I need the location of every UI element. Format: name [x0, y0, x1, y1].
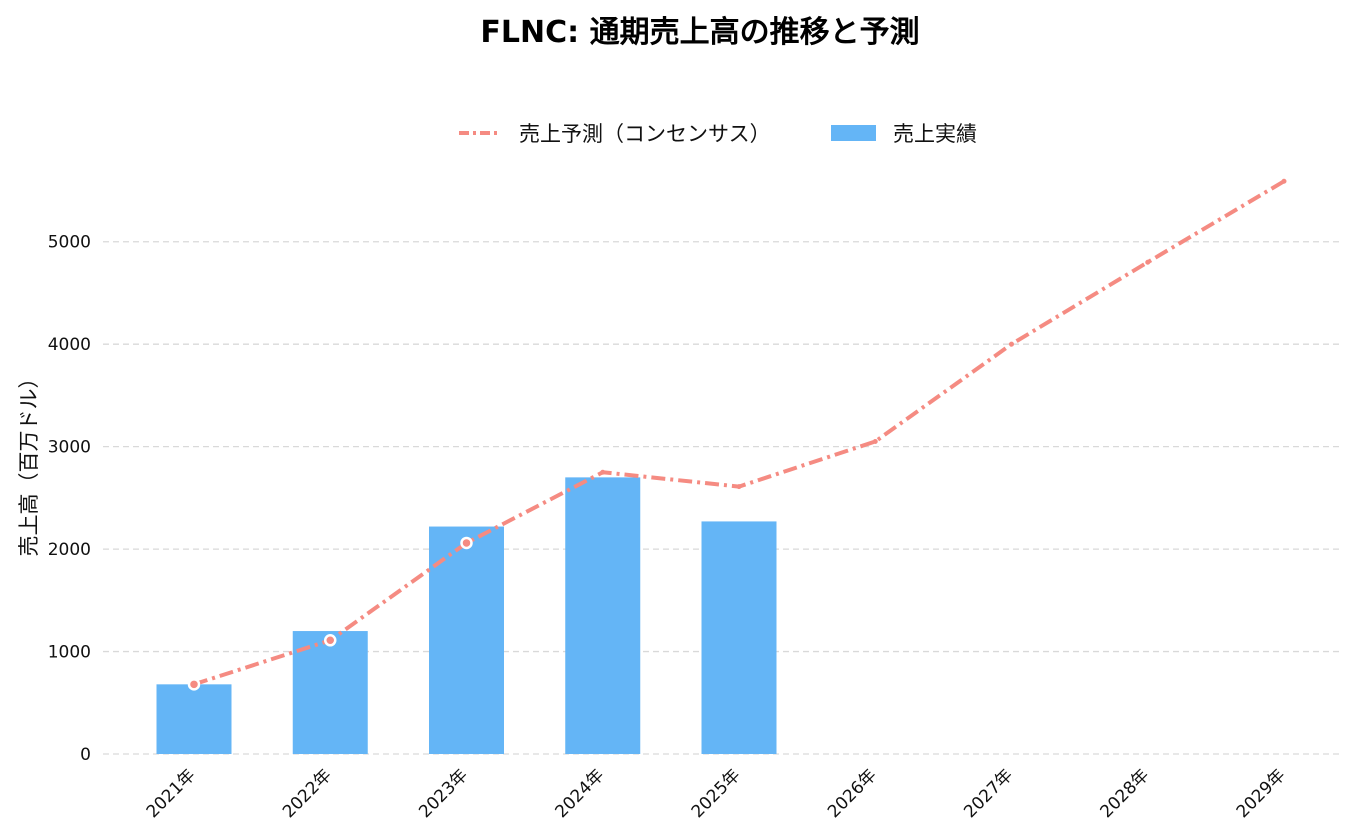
y-axis-label: 売上高（百万ドル）	[17, 368, 41, 557]
x-tick-label-2024年: 2024年	[552, 765, 609, 822]
x-tick-label-2025年: 2025年	[688, 765, 745, 822]
y-tick-label-4000: 4000	[48, 335, 91, 355]
forecast-point-2027年	[1009, 341, 1014, 347]
forecast-point-2028年	[1145, 259, 1151, 265]
forecast-point-2025年	[736, 484, 742, 490]
legend-swatch-actual	[831, 125, 876, 141]
forecast-point-2021年	[187, 678, 201, 691]
y-tick-label-1000: 1000	[48, 643, 91, 663]
bar-2023年	[429, 526, 504, 754]
y-tick-label-0: 0	[80, 745, 91, 765]
bar-series	[156, 477, 777, 754]
forecast-line-series	[187, 178, 1287, 691]
y-tick-label-5000: 5000	[48, 233, 91, 253]
bar-2021年	[156, 684, 232, 754]
forecast-point-2023年	[460, 536, 473, 550]
y-tick-label-2000: 2000	[48, 540, 91, 560]
x-tick-label-2029年: 2029年	[1233, 765, 1290, 822]
legend-label-actual: 売上実績	[893, 122, 977, 146]
x-axis-ticks: 2021年 2022年 2023年 2024年 2025年 2026年 2027年 2028年…	[143, 765, 1290, 822]
x-tick-label-2027年: 2027年	[960, 765, 1017, 822]
legend: 売上予測（コンセンサス） 売上実績	[459, 122, 977, 146]
x-tick-label-2026年: 2026年	[824, 765, 881, 822]
forecast-point-2024年	[600, 469, 606, 475]
bar-2024年	[565, 477, 641, 754]
legend-label-forecast: 売上予測（コンセンサス）	[519, 122, 771, 146]
forecast-point-2029年	[1281, 178, 1287, 184]
gridlines	[103, 241, 1340, 755]
bar-2025年	[701, 521, 777, 754]
x-tick-label-2021年: 2021年	[143, 765, 200, 822]
x-tick-label-2023年: 2023年	[415, 765, 472, 822]
y-axis-ticks: 0 1000 2000 3000 4000 5000	[48, 233, 91, 765]
x-tick-label-2022年: 2022年	[279, 765, 336, 822]
y-tick-label-3000: 3000	[48, 438, 91, 458]
bar-2022年	[292, 631, 368, 754]
forecast-point-2026年	[872, 439, 878, 445]
chart-title: FLNC: 通期売上高の推移と予測	[480, 15, 919, 50]
x-tick-label-2028年: 2028年	[1097, 765, 1154, 822]
forecast-point-2022年	[324, 634, 337, 647]
